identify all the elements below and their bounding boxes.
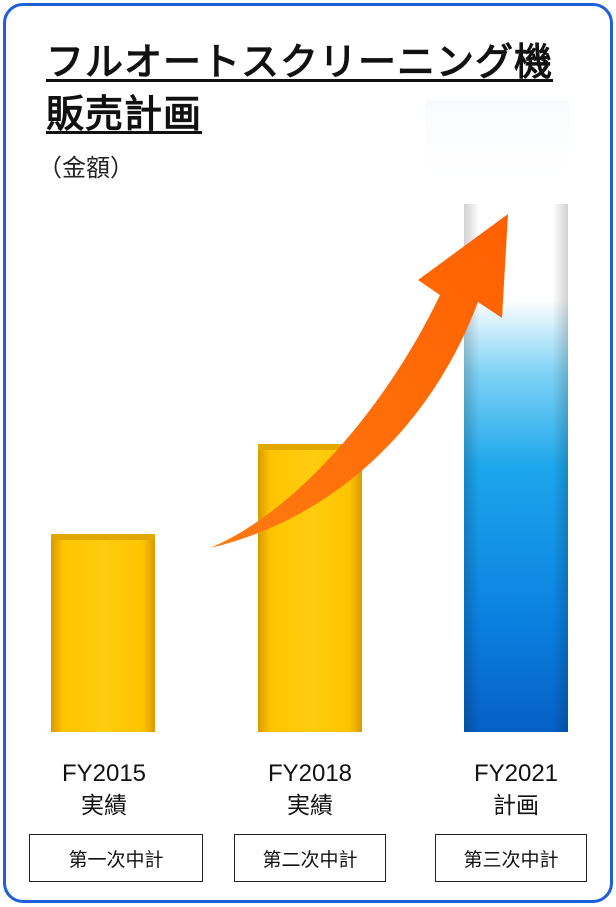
unit-label: （金額） — [38, 154, 134, 182]
xlabel-year: FY2015 — [61, 760, 147, 787]
title-line-2: 販売計画 — [46, 92, 203, 136]
xlabel-status: 実績 — [81, 793, 127, 819]
xlabel-fy2015: FY2015 実績 — [34, 758, 174, 822]
xlabel-year: FY2021 — [473, 760, 559, 787]
xlabel-year: FY2018 — [267, 760, 353, 787]
plan-bar-fade — [425, 100, 569, 200]
chart-title: フルオートスクリーニング機 販売計画 — [46, 36, 553, 140]
xlabel-fy2021: FY2021 計画 — [446, 758, 586, 822]
plan-label-third: 第三次中計 — [435, 834, 587, 882]
xlabel-fy2018: FY2018 実績 — [240, 758, 380, 822]
plan-label-first: 第一次中計 — [29, 834, 203, 882]
title-line-1: フルオートスクリーニング機 — [46, 40, 554, 84]
plan-label-second: 第二次中計 — [234, 834, 386, 882]
actual-bar — [51, 534, 155, 732]
xlabel-status: 実績 — [287, 793, 333, 819]
bar-top-edge — [258, 444, 362, 450]
trend-arrow — [210, 214, 508, 548]
xlabel-status: 計画 — [493, 793, 539, 819]
bar-top-edge — [51, 534, 155, 540]
